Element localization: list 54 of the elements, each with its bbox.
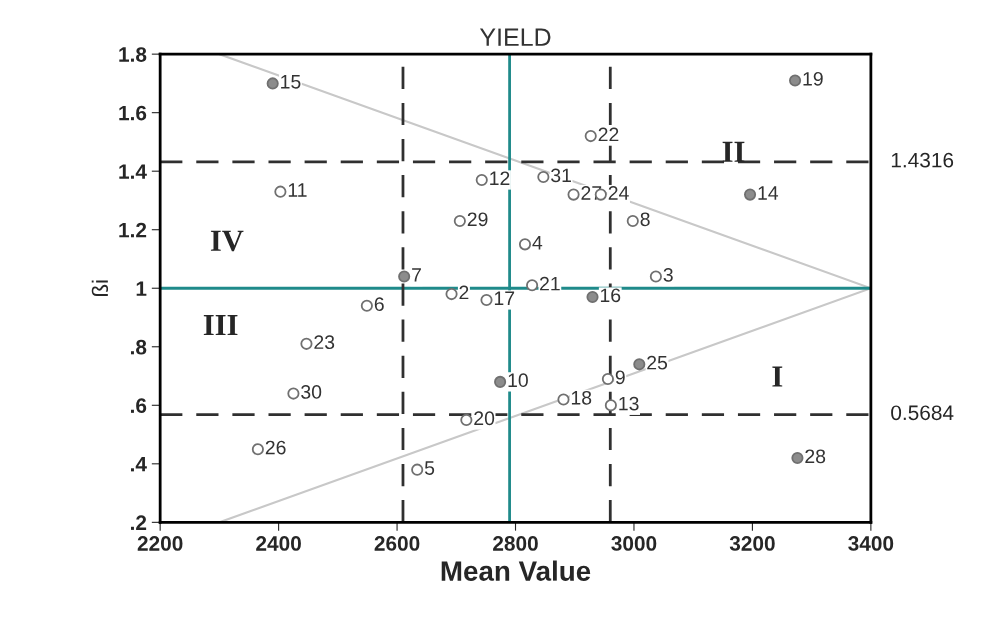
annotation: 25 <box>647 355 668 370</box>
annotation: 31 <box>551 168 571 183</box>
annotation: III <box>203 315 238 336</box>
annotation: 29 <box>467 212 488 227</box>
y-tick-label: 1.6 <box>119 105 147 121</box>
y-tick-label: .4 <box>131 457 147 472</box>
annotation: 10 <box>508 373 528 388</box>
annotation: 3 <box>663 267 673 282</box>
annotation: 17 <box>494 291 515 305</box>
annotation: 24 <box>608 186 629 200</box>
annotation: 21 <box>540 276 560 291</box>
x-tick-label: 3200 <box>729 536 775 551</box>
chart-title: YIELD <box>479 28 551 46</box>
x-tick-label: 2200 <box>137 536 183 551</box>
y-tick-label: 1 <box>136 281 147 296</box>
y-tick-label: .2 <box>131 515 147 530</box>
x-tick-label: 2400 <box>256 536 301 551</box>
annotation: 12 <box>490 171 510 185</box>
annotation: II <box>722 141 745 162</box>
x-tick-label: 2800 <box>493 536 538 551</box>
annotation: IV <box>210 230 244 252</box>
annotation: 30 <box>301 385 322 399</box>
annotation: 11 <box>288 183 307 197</box>
annotation: 14 <box>758 186 779 200</box>
ref-line-label: 0.5684 <box>891 405 954 421</box>
annotation: 4 <box>532 236 543 250</box>
annotation: 23 <box>314 335 335 350</box>
y-tick-label: 1.4 <box>119 164 147 179</box>
annotation: 9 <box>615 370 625 385</box>
annotation: 20 <box>474 411 495 426</box>
y-tick-label: .6 <box>131 398 147 414</box>
annotation: 5 <box>424 461 435 475</box>
x-tick-label: 3400 <box>848 536 894 551</box>
annotation: 13 <box>619 396 639 411</box>
annotation: 15 <box>281 75 301 89</box>
annotation: 18 <box>571 390 592 405</box>
y-axis-title: ßi <box>91 280 109 296</box>
x-tick-label: 2600 <box>374 536 420 551</box>
annotation: 7 <box>412 268 421 282</box>
y-tick-label: 1.2 <box>119 222 147 238</box>
annotation: 28 <box>805 449 826 464</box>
annotation: 8 <box>640 212 650 227</box>
annotation: 2 <box>459 285 469 300</box>
annotation: 22 <box>598 127 619 142</box>
annotation: 19 <box>803 71 823 86</box>
ref-line-label: 1.4316 <box>891 152 954 168</box>
y-tick-label: 1.8 <box>119 47 147 62</box>
annotation: 16 <box>600 288 621 303</box>
x-tick-label: 3000 <box>611 536 657 551</box>
annotation: 6 <box>374 297 384 312</box>
annotation: 26 <box>265 440 286 455</box>
annotation: I <box>772 366 783 387</box>
x-axis-title: Mean Value <box>441 560 591 581</box>
y-tick-label: .8 <box>131 339 147 355</box>
